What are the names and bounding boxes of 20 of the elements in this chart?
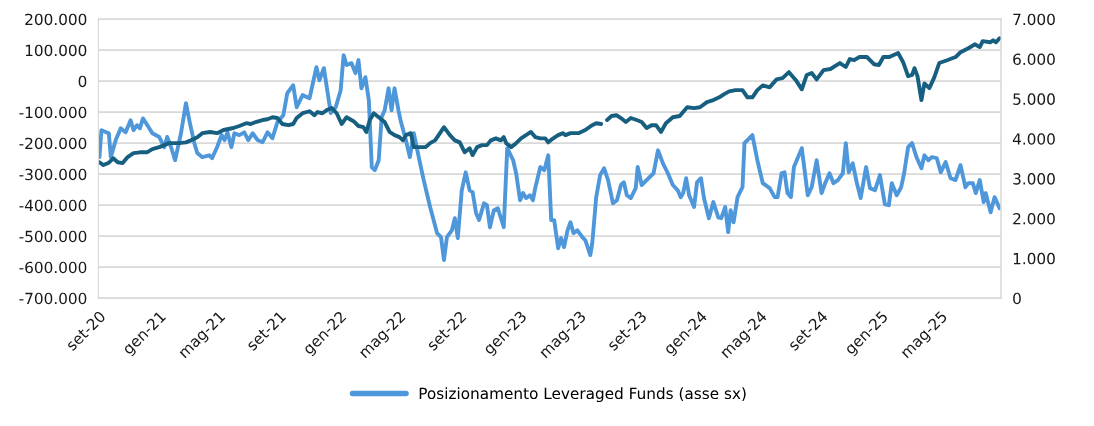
y-tick-label: -500.000 (19, 230, 87, 243)
y2-tick-label: 3.000 (1013, 173, 1055, 185)
legend-label: Posizionamento Leveraged Funds (asse sx) (419, 387, 746, 403)
y2-tick-label: 1.000 (1013, 252, 1055, 265)
y-tick-label: -200.000 (19, 137, 87, 150)
y-tick-label: -300.000 (19, 168, 87, 181)
y2-tick-label: 4.000 (1012, 133, 1055, 145)
y-tick-label: -400.000 (19, 199, 87, 212)
y2-tick-label: 0 (1013, 292, 1021, 305)
y-tick-label: -100.000 (19, 106, 87, 119)
y-tick-label: 0 (78, 75, 87, 88)
y2-tick-label: 6.000 (1013, 53, 1055, 66)
y-tick-label: -700.000 (19, 292, 87, 305)
y2-tick-label: 7.000 (1013, 13, 1055, 26)
y-tick-label: 100.000 (25, 44, 87, 57)
y-tick-label: -600.000 (19, 261, 87, 274)
y-tick-label: 200.000 (25, 13, 87, 26)
y2-tick-label: 2.000 (1013, 212, 1055, 225)
line-series (98, 53, 1002, 263)
y2-tick-label: 5.000 (1013, 93, 1055, 105)
